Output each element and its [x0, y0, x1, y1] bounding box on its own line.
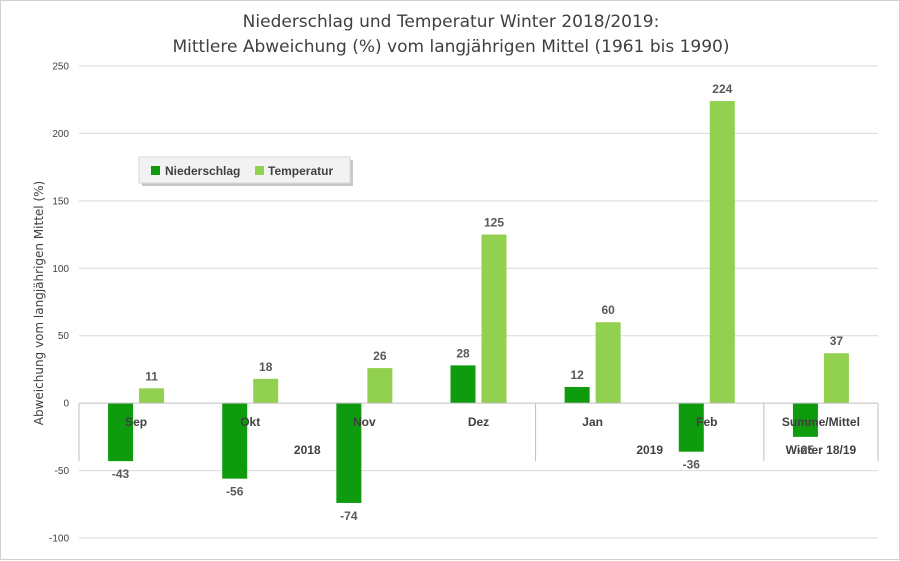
bar-niederschlag-6 [792, 403, 818, 437]
x-tick-label: Sep [125, 415, 147, 429]
legend-label-niederschlag: Niederschlag [165, 164, 240, 178]
x-tick-label: Feb [696, 415, 717, 429]
data-label: 26 [373, 349, 387, 363]
data-labels: -43 -56 -74 28 12 -36 -25 11 18 26 125 60 224 37 [112, 82, 844, 523]
bar-temperatur-2 [367, 368, 393, 404]
bar-niederschlag-2 [336, 403, 362, 503]
chart-title: Niederschlag und Temperatur Winter 2018/… [172, 12, 729, 57]
chart-title-line-2: Mittlere Abweichung (%) vom langjährigen… [172, 37, 729, 57]
legend-label-temperatur: Temperatur [268, 164, 333, 178]
x-axis [78, 402, 879, 462]
bar-niederschlag-5 [678, 403, 704, 452]
group-label: Winter 18/19 [786, 443, 857, 457]
data-label: 37 [830, 334, 844, 348]
data-label: -36 [683, 458, 701, 472]
y-axis-title: Abweichung vom langjährigen Mittel (%) [32, 181, 46, 425]
data-label: -56 [226, 485, 244, 499]
data-label: 11 [145, 369, 158, 383]
data-label: -43 [112, 467, 130, 481]
legend: Niederschlag Temperatur [138, 156, 353, 186]
y-tick-label: 150 [52, 196, 69, 207]
bar-temperatur-0 [139, 388, 165, 404]
category-labels: Sep Okt Nov Dez Jan Feb Summe/Mittel [125, 415, 860, 429]
bar-temperatur-5 [709, 101, 735, 404]
y-tick-label: -100 [49, 534, 69, 545]
data-label: 224 [712, 82, 732, 96]
x-tick-label: Dez [468, 415, 489, 429]
data-label: 28 [456, 346, 470, 360]
group-labels: 2018 2019 Winter 18/19 [294, 443, 857, 457]
bar-niederschlag-4 [564, 386, 590, 404]
legend-box [138, 156, 351, 184]
y-tick-label: 100 [52, 264, 69, 275]
x-tick-label: Summe/Mittel [782, 415, 860, 429]
gridlines [79, 65, 878, 539]
group-label: 2018 [294, 443, 321, 457]
bar-niederschlag-0 [108, 403, 134, 462]
chart-title-line-1: Niederschlag und Temperatur Winter 2018/… [243, 12, 660, 32]
y-axis-ticks: -100 -50 0 50 100 150 200 250 [49, 62, 69, 545]
legend-swatch-temperatur [255, 166, 264, 175]
data-label: 60 [601, 303, 615, 317]
data-label: 125 [484, 216, 504, 230]
data-label: -74 [340, 509, 358, 523]
legend-swatch-niederschlag [151, 166, 160, 175]
bar-temperatur-1 [253, 378, 279, 404]
y-tick-label: 200 [52, 129, 69, 140]
x-tick-label: Okt [240, 415, 260, 429]
data-label: -25 [797, 443, 815, 457]
bar-temperatur-6 [823, 353, 849, 404]
y-tick-label: -50 [55, 466, 70, 477]
bar-niederschlag-3 [450, 365, 476, 404]
bar-temperatur-3 [481, 234, 507, 404]
group-label: 2019 [636, 443, 663, 457]
bar-niederschlag-1 [222, 403, 248, 479]
y-tick-label: 250 [52, 62, 69, 73]
x-tick-label: Jan [582, 415, 603, 429]
data-label: 18 [259, 360, 273, 374]
bar-temperatur-4 [595, 322, 621, 404]
y-tick-label: 0 [63, 399, 69, 410]
x-tick-label: Nov [353, 415, 376, 429]
data-label: 12 [570, 368, 584, 382]
y-tick-label: 50 [58, 331, 70, 342]
bars [108, 101, 849, 503]
